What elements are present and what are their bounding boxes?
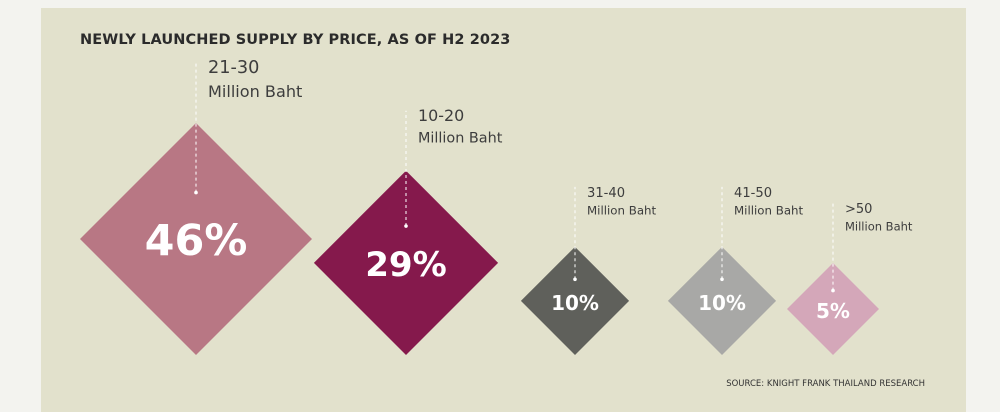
diamond-mark-3 — [520, 246, 630, 355]
leader-dot-5 — [831, 288, 835, 293]
category-range-label-3: 31-40 — [587, 186, 625, 201]
category-range-label-2: 10-20 — [418, 106, 464, 125]
diamond-mark-1 — [80, 123, 312, 355]
source-note: SOURCE: KNIGHT FRANK THAILAND RESEARCH — [726, 379, 925, 389]
leader-dot-4 — [720, 277, 724, 282]
category-range-label-4: 41-50 — [734, 186, 772, 201]
category-range-label-5: >50 — [845, 202, 872, 217]
diamond-mark-2 — [313, 170, 499, 355]
value-label-1: 46% — [145, 216, 248, 266]
category-unit-label-3: Million Baht — [587, 203, 657, 217]
value-label-2: 29% — [365, 245, 447, 285]
leader-dot-2 — [404, 224, 408, 228]
category-unit-label-1: Million Baht — [208, 82, 302, 101]
chart-title: NEWLY LAUNCHED SUPPLY BY PRICE, AS OF H2… — [80, 32, 511, 48]
value-label-4: 10% — [698, 291, 746, 315]
category-unit-label-5: Million Baht — [845, 220, 913, 234]
category-unit-label-2: Million Baht — [418, 130, 503, 146]
value-label-5: 5% — [816, 299, 850, 323]
leader-dot-3 — [573, 277, 577, 282]
category-unit-label-4: Million Baht — [734, 203, 804, 217]
diamond-mark-4 — [667, 246, 777, 355]
category-range-label-1: 21-30 — [208, 58, 259, 78]
value-label-3: 10% — [551, 291, 599, 315]
leader-dot-1 — [194, 190, 198, 195]
diamond-mark-5 — [787, 263, 879, 355]
